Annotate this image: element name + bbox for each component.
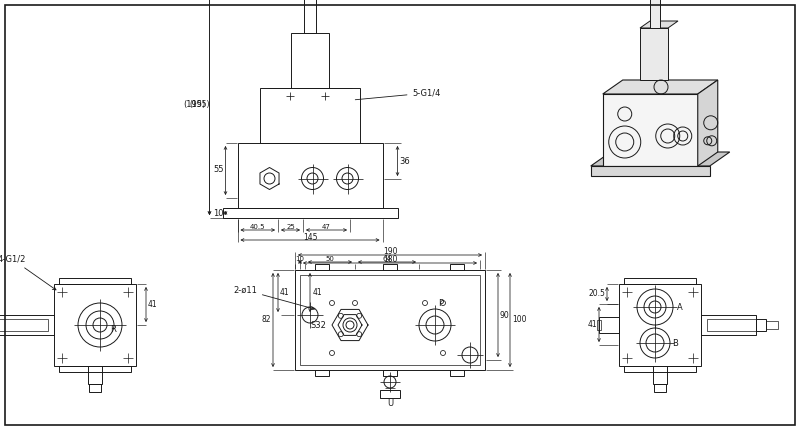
- Bar: [0, 319, 48, 331]
- Bar: [260, 88, 360, 143]
- Bar: [650, 0, 660, 28]
- Text: 25: 25: [286, 224, 295, 230]
- Text: 90: 90: [500, 310, 510, 319]
- Text: 64: 64: [382, 256, 391, 262]
- Text: 5-G1/4: 5-G1/4: [355, 89, 441, 100]
- Bar: [0, 315, 54, 335]
- Polygon shape: [698, 80, 718, 166]
- Text: 10: 10: [213, 209, 223, 218]
- Bar: [450, 370, 464, 376]
- Text: (195): (195): [190, 100, 210, 109]
- Bar: [756, 319, 766, 331]
- Text: 41: 41: [280, 288, 290, 297]
- Text: 82: 82: [262, 316, 271, 325]
- Text: R: R: [110, 325, 116, 334]
- Bar: [304, 0, 316, 33]
- Text: 47: 47: [322, 224, 331, 230]
- Text: 145: 145: [302, 233, 318, 242]
- Text: 100: 100: [512, 316, 526, 325]
- Polygon shape: [602, 80, 718, 94]
- Bar: [766, 321, 778, 329]
- Bar: [450, 264, 464, 270]
- Polygon shape: [640, 21, 678, 28]
- Bar: [315, 370, 329, 376]
- Bar: [380, 390, 400, 398]
- Bar: [701, 315, 756, 335]
- Text: 41: 41: [587, 320, 597, 329]
- Text: 40.5: 40.5: [250, 224, 266, 230]
- Circle shape: [609, 126, 641, 158]
- Bar: [624, 366, 696, 372]
- Bar: [291, 33, 329, 88]
- Text: B: B: [672, 338, 678, 347]
- Bar: [383, 370, 397, 376]
- Text: A: A: [677, 302, 682, 311]
- Bar: [707, 319, 756, 331]
- Text: U: U: [387, 399, 393, 408]
- Text: 4-G1/2: 4-G1/2: [0, 255, 56, 290]
- Text: 55: 55: [213, 166, 223, 175]
- Bar: [54, 284, 136, 366]
- Text: 50: 50: [326, 256, 334, 262]
- Text: 41: 41: [313, 288, 322, 297]
- Bar: [88, 366, 102, 384]
- Text: 36: 36: [399, 157, 410, 166]
- Bar: [59, 278, 131, 284]
- Bar: [640, 28, 668, 80]
- Bar: [654, 384, 666, 392]
- Bar: [222, 208, 398, 218]
- Bar: [295, 270, 485, 370]
- Bar: [602, 94, 698, 166]
- Polygon shape: [590, 152, 730, 166]
- Text: 180: 180: [383, 255, 397, 264]
- Bar: [597, 320, 601, 330]
- Text: P: P: [438, 298, 443, 307]
- Text: 190: 190: [382, 246, 398, 255]
- Bar: [599, 317, 619, 333]
- Text: S32: S32: [310, 320, 326, 329]
- Bar: [300, 275, 480, 365]
- Bar: [619, 284, 701, 366]
- Bar: [89, 384, 101, 392]
- Bar: [590, 166, 710, 176]
- Bar: [624, 278, 696, 284]
- Text: 2-ø11: 2-ø11: [233, 286, 314, 310]
- Bar: [383, 264, 397, 270]
- Text: (195): (195): [183, 100, 206, 109]
- Bar: [59, 366, 131, 372]
- Bar: [238, 143, 382, 208]
- Text: 20.5: 20.5: [588, 289, 605, 298]
- Text: 10: 10: [295, 256, 305, 262]
- Text: 41: 41: [148, 300, 158, 309]
- Bar: [653, 366, 667, 384]
- Bar: [315, 264, 329, 270]
